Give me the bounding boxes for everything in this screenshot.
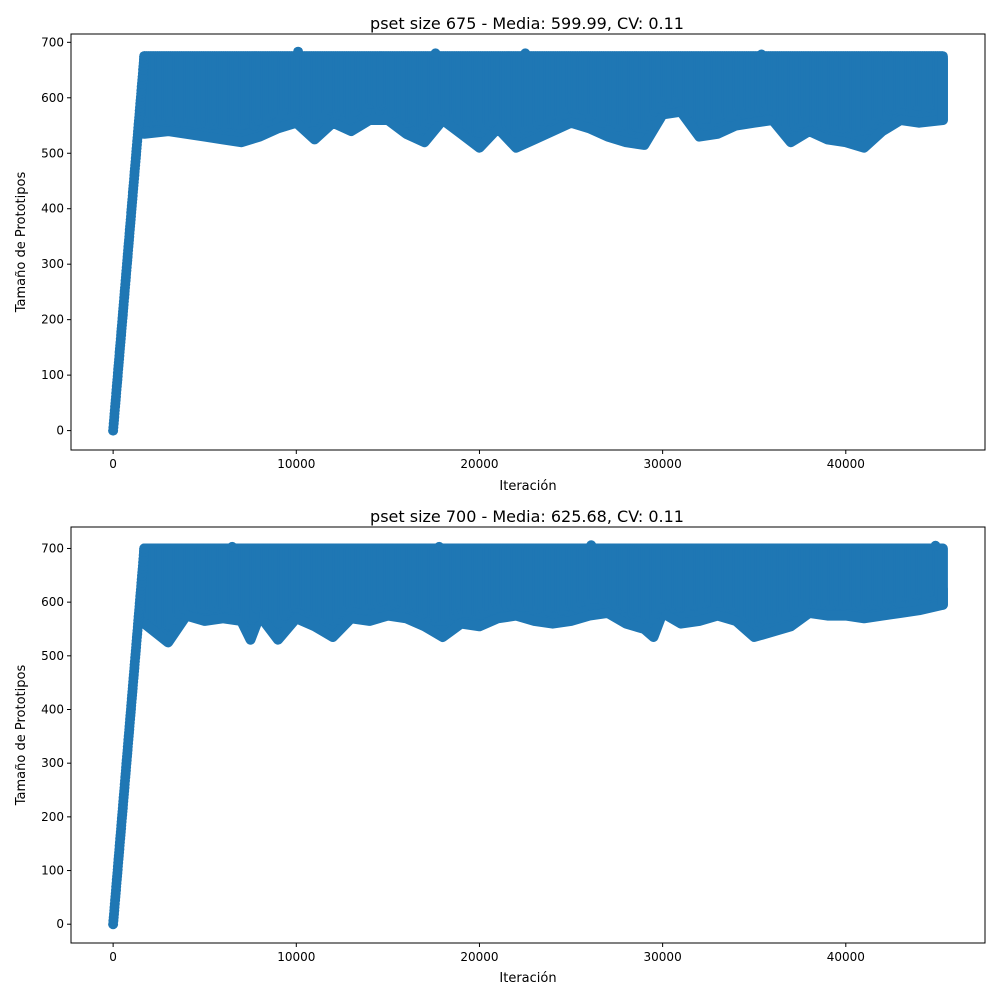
- y-tick-label: 400: [41, 703, 64, 717]
- x-tick-label: 10000: [277, 950, 315, 964]
- scatter-point: [586, 540, 596, 550]
- y-tick-label: 500: [41, 649, 64, 663]
- scatter-point: [757, 50, 767, 60]
- x-tick-label: 0: [109, 457, 117, 471]
- y-tick-label: 600: [41, 91, 64, 105]
- scatter-point: [139, 51, 149, 61]
- y-tick-label: 100: [41, 368, 64, 382]
- scatter-point: [293, 47, 303, 57]
- y-tick-label: 700: [41, 35, 64, 49]
- x-axis-label: Iteración: [499, 971, 556, 986]
- x-tick-label: 30000: [644, 457, 682, 471]
- y-tick-label: 200: [41, 810, 64, 824]
- scatter-point: [434, 542, 444, 552]
- y-tick-label: 0: [56, 424, 64, 438]
- y-tick-label: 0: [56, 917, 64, 931]
- y-axis-label: Tamaño de Prototipos: [14, 172, 29, 314]
- y-tick-label: 100: [41, 864, 64, 878]
- y-tick-label: 200: [41, 313, 64, 327]
- x-tick-label: 0: [109, 950, 117, 964]
- y-tick-label: 400: [41, 202, 64, 216]
- y-tick-label: 300: [41, 756, 64, 770]
- x-tick-label: 30000: [644, 950, 682, 964]
- scatter-point: [431, 48, 441, 58]
- x-tick-label: 20000: [460, 950, 498, 964]
- x-tick-label: 40000: [827, 457, 865, 471]
- scatter-point: [227, 542, 237, 552]
- y-tick-label: 600: [41, 595, 64, 609]
- x-tick-label: 40000: [827, 950, 865, 964]
- x-tick-label: 20000: [460, 457, 498, 471]
- y-tick-label: 500: [41, 146, 64, 160]
- y-tick-label: 700: [41, 541, 64, 555]
- y-axis-label: Tamaño de Prototipos: [14, 665, 29, 807]
- chart-title: pset size 675 - Media: 599.99, CV: 0.11: [370, 14, 684, 33]
- scatter-point: [139, 544, 149, 554]
- scatter-point: [520, 48, 530, 58]
- scatter-point: [931, 541, 941, 551]
- x-axis-label: Iteración: [499, 479, 556, 494]
- x-tick-label: 10000: [277, 457, 315, 471]
- chart-title: pset size 700 - Media: 625.68, CV: 0.11: [370, 507, 684, 526]
- y-tick-label: 300: [41, 257, 64, 271]
